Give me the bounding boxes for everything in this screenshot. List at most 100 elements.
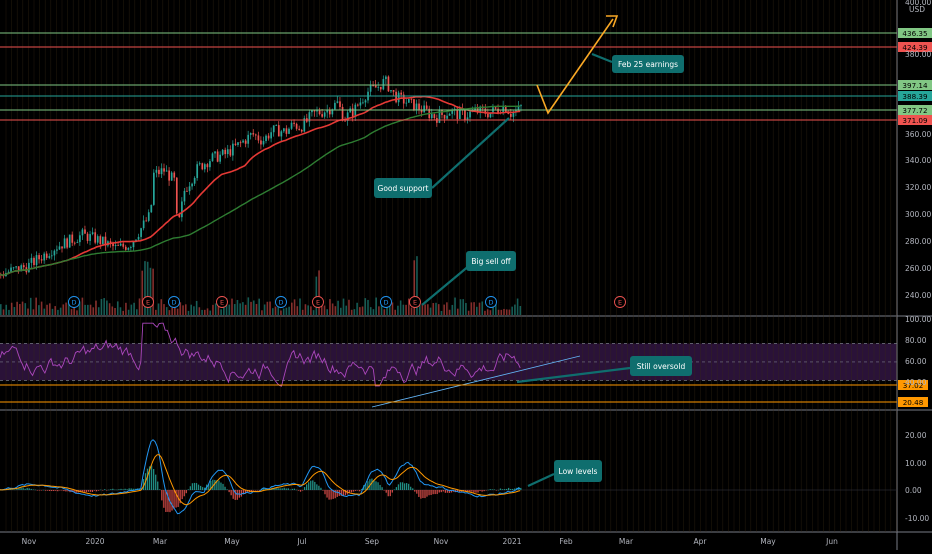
volume-bar <box>152 268 154 315</box>
candle-body <box>68 234 71 248</box>
candle-body <box>170 172 173 181</box>
volume-bar <box>280 310 282 315</box>
volume-bar <box>312 310 315 315</box>
volume-bar <box>179 302 182 315</box>
macd-histogram-bar <box>67 490 69 492</box>
candle-body <box>173 172 176 178</box>
macd-histogram-bar <box>371 478 373 490</box>
macd-histogram-bar <box>57 490 59 492</box>
event-marker <box>409 296 421 308</box>
macd-histogram-bar <box>122 489 124 490</box>
candle-body <box>252 133 255 135</box>
candle-body <box>127 247 130 250</box>
candle-body <box>374 85 377 88</box>
volume-bar <box>274 306 277 315</box>
macd-histogram-bar <box>424 490 426 499</box>
volume-bar <box>5 304 8 315</box>
volume-bar <box>399 300 402 315</box>
candle-body <box>300 129 303 132</box>
candle-body <box>142 220 145 229</box>
macd-histogram-bar <box>481 490 483 492</box>
macd-histogram-bar <box>28 488 30 490</box>
candle-body <box>38 255 40 260</box>
volume-bar <box>481 301 484 315</box>
candle-body <box>158 169 160 175</box>
candle-body <box>186 190 188 192</box>
volume-bar <box>106 300 108 315</box>
macd-histogram-bar <box>283 487 285 490</box>
price-tick-label: 240.00 <box>905 291 931 300</box>
callout-still-oversold-box[interactable] <box>630 356 692 376</box>
volume-bar <box>416 256 418 315</box>
macd-histogram-bar <box>322 490 324 491</box>
macd-histogram-bar <box>361 488 363 490</box>
macd-histogram-bar <box>24 488 26 490</box>
macd-histogram-bar <box>352 490 355 492</box>
level-price-label: 397.14 <box>902 81 928 90</box>
macd-histogram-bar <box>320 487 322 490</box>
event-marker-label: D <box>278 299 283 307</box>
macd-histogram-bar <box>507 487 510 490</box>
volume-bar <box>470 302 473 315</box>
candle-body <box>379 86 382 90</box>
macd-histogram-bar <box>469 490 471 492</box>
callout-big-selloff-text: Big sell off <box>471 257 511 266</box>
macd-histogram-bar <box>495 490 498 491</box>
callout-feb-earnings-box[interactable] <box>612 55 684 73</box>
candle-body <box>30 257 33 263</box>
candle-body <box>474 108 476 111</box>
volume-bar <box>467 310 470 315</box>
macd-histogram-bar <box>195 483 198 490</box>
macd-histogram-bar <box>330 490 332 500</box>
volume-bar <box>402 304 405 315</box>
candle-body <box>183 190 186 202</box>
macd-histogram-bar <box>153 469 155 490</box>
volume-bar <box>478 302 481 315</box>
volume-bar <box>116 301 119 315</box>
volume-bar <box>304 304 307 315</box>
macd-histogram-bar <box>395 487 398 490</box>
candle-body <box>285 128 288 134</box>
macd-histogram-bar <box>220 482 222 490</box>
volume-bar <box>195 300 198 315</box>
volume-bar <box>334 306 337 315</box>
volume-bar <box>168 310 171 315</box>
macd-histogram-bar <box>265 488 267 490</box>
volume-bar <box>299 298 301 315</box>
macd-histogram-bar <box>187 489 189 490</box>
candle-body <box>66 238 68 248</box>
volume-bar <box>291 302 293 315</box>
candle-body <box>160 168 163 175</box>
candle-body <box>433 114 436 119</box>
volume-bar <box>73 304 76 315</box>
macd-histogram-bar <box>401 482 404 490</box>
callout-good-support-box[interactable] <box>374 178 432 198</box>
callout-low-levels-text: Low levels <box>559 467 598 476</box>
candle-body <box>165 170 168 172</box>
volume-bar <box>413 260 416 315</box>
macd-histogram-bar <box>110 489 112 490</box>
callout-low-levels-box[interactable] <box>554 460 602 482</box>
candle-body <box>323 112 326 117</box>
volume-bar <box>29 297 32 315</box>
macd-histogram-bar <box>167 490 169 512</box>
candle-body <box>137 236 140 240</box>
volume-bar <box>269 301 271 315</box>
volume-bar <box>13 307 16 315</box>
callout-big-selloff-box[interactable] <box>466 251 516 271</box>
volume-bar <box>35 297 37 315</box>
level-price-tag <box>898 115 932 125</box>
volume-bar <box>418 299 421 315</box>
macd-histogram-bar <box>485 490 487 491</box>
candle-body <box>181 201 183 218</box>
macd-histogram-bar <box>281 488 283 490</box>
volume-bar <box>133 302 135 315</box>
volume-bar <box>456 308 459 315</box>
macd-histogram-bar <box>14 489 16 491</box>
candle-body <box>262 140 265 145</box>
callout-feb-earnings-text: Feb 25 earnings <box>618 60 678 69</box>
macd-histogram-bar <box>479 490 481 491</box>
event-marker-label: D <box>171 299 176 307</box>
